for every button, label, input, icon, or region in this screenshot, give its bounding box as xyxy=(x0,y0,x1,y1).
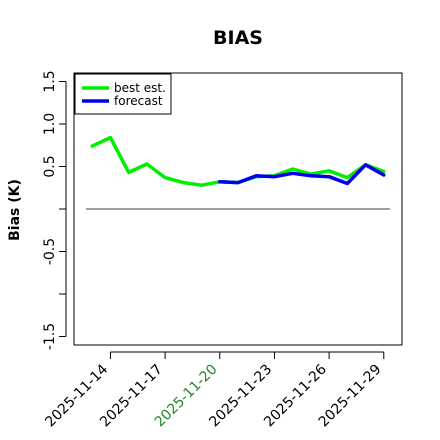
y-tick-label: -1.5 xyxy=(42,323,58,350)
y-tick-label: -0.5 xyxy=(42,238,58,265)
legend-label: forecast xyxy=(114,94,163,108)
legend-label: best est. xyxy=(114,81,166,95)
series-line-forecast xyxy=(218,163,386,186)
plot-frame xyxy=(73,72,403,346)
chart-title: BIAS xyxy=(213,27,263,49)
y-tick-label: 1.0 xyxy=(42,113,58,135)
y-tick-label: 1.5 xyxy=(42,70,58,92)
y-axis: -1.5 -0.5 0.5 1.0 1.5 xyxy=(42,70,67,350)
y-tick-label: 0.5 xyxy=(42,155,58,177)
series-line-best-est xyxy=(90,135,222,187)
legend: best est.forecast xyxy=(74,73,172,115)
x-axis: 2025-11-142025-11-172025-11-202025-11-23… xyxy=(42,351,385,430)
legend-box xyxy=(74,73,172,115)
y-axis-label: Bias (K) xyxy=(7,179,23,241)
series-layer xyxy=(86,135,390,210)
